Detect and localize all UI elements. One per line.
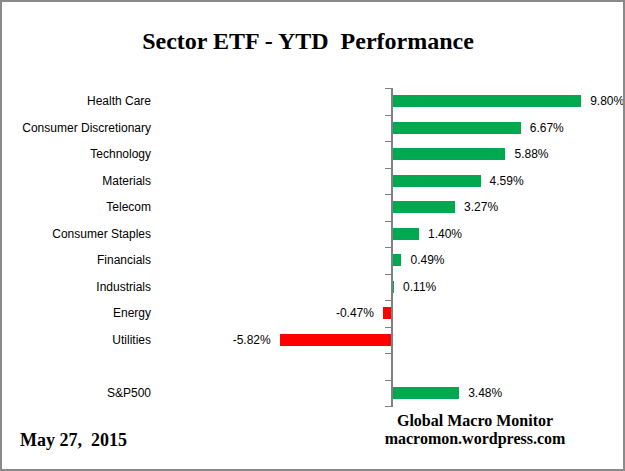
bar bbox=[392, 201, 455, 213]
attribution-line2: macromon.wordpress.com bbox=[347, 430, 603, 448]
category-label: Technology bbox=[10, 141, 151, 168]
bar-chart: Health Care 9.80% Consumer Discretionary 6.… bbox=[2, 2, 623, 469]
value-label: 3.27% bbox=[464, 194, 498, 221]
category-label: Financials bbox=[10, 247, 151, 274]
value-label: 4.59% bbox=[490, 168, 524, 195]
bar bbox=[280, 334, 392, 346]
value-label: 0.11% bbox=[403, 274, 436, 301]
value-label: 3.48% bbox=[468, 380, 502, 407]
attribution: Global Macro Monitor macromon.wordpress.… bbox=[347, 412, 603, 448]
bar bbox=[392, 175, 481, 187]
category-label: Consumer Staples bbox=[10, 221, 151, 248]
bar bbox=[392, 254, 401, 266]
bar bbox=[392, 228, 419, 240]
category-label: S&P500 bbox=[10, 380, 151, 407]
category-label: Health Care bbox=[10, 88, 151, 115]
value-label: 6.67% bbox=[530, 115, 564, 142]
category-label: Industrials bbox=[10, 274, 151, 301]
value-label: 9.80% bbox=[590, 88, 624, 115]
category-label: Materials bbox=[10, 168, 151, 195]
category-label: Consumer Discretionary bbox=[10, 115, 151, 142]
value-label: -5.82% bbox=[233, 327, 271, 354]
category-label: Utilities bbox=[10, 327, 151, 354]
bar bbox=[392, 387, 459, 399]
attribution-line1: Global Macro Monitor bbox=[347, 412, 603, 430]
value-label: -0.47% bbox=[336, 300, 374, 327]
value-label: 0.49% bbox=[410, 247, 444, 274]
chart-image: Sector ETF - YTD Performance Health Care… bbox=[0, 0, 625, 471]
bar bbox=[392, 122, 521, 134]
category-label: Telecom bbox=[10, 194, 151, 221]
value-label: 1.40% bbox=[428, 221, 462, 248]
zero-axis bbox=[391, 88, 393, 407]
bar bbox=[392, 95, 581, 107]
category-label: Energy bbox=[10, 300, 151, 327]
bar bbox=[392, 148, 505, 160]
date-label: May 27, 2015 bbox=[20, 430, 127, 451]
value-label: 5.88% bbox=[514, 141, 548, 168]
